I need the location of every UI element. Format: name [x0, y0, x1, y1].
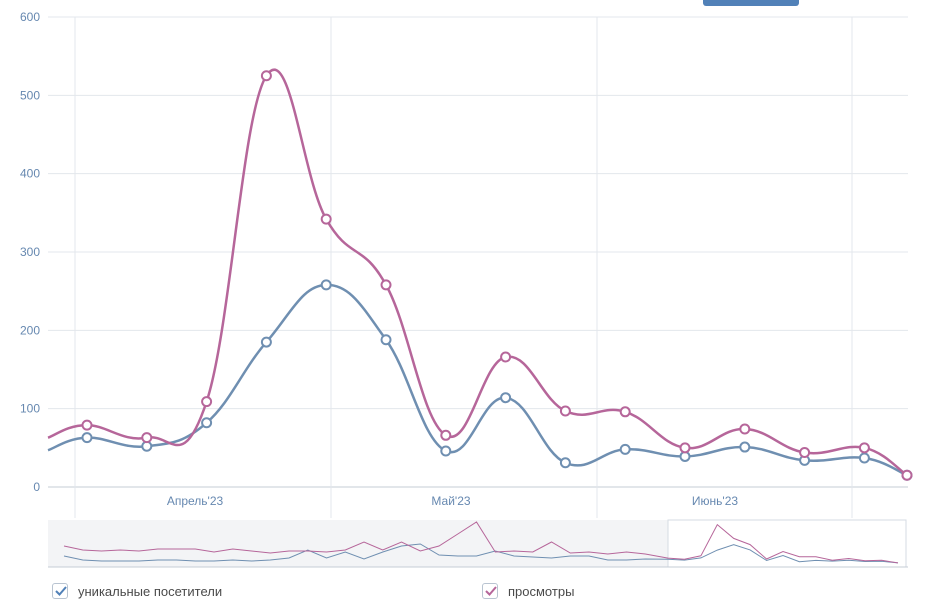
data-point[interactable]	[799, 447, 811, 459]
legend-item-unique-visitors[interactable]: уникальные посетители	[52, 580, 222, 602]
data-point[interactable]	[260, 70, 272, 82]
navigator[interactable]	[48, 519, 908, 568]
y-tick-label: 300	[20, 245, 40, 259]
series-views	[47, 68, 913, 481]
data-point[interactable]	[201, 396, 213, 408]
y-axis: 0 100 200 300 400 500 600	[20, 10, 40, 494]
data-point[interactable]	[260, 336, 272, 348]
series-unique-visitors	[47, 279, 913, 481]
data-point[interactable]	[619, 443, 631, 455]
data-point[interactable]	[858, 442, 870, 454]
navigator-series-line	[63, 521, 899, 564]
series-layer	[47, 68, 913, 481]
data-point[interactable]	[619, 406, 631, 418]
x-tick-label: Июнь'23	[692, 494, 738, 508]
data-point[interactable]	[739, 441, 751, 453]
series-line	[47, 68, 908, 477]
data-point[interactable]	[320, 279, 332, 291]
data-point[interactable]	[380, 334, 392, 346]
series-line	[47, 283, 908, 477]
data-point[interactable]	[141, 432, 153, 444]
checkbox-views[interactable]	[482, 583, 498, 599]
x-tick-label: Апрель'23	[167, 494, 224, 508]
data-point[interactable]	[559, 457, 571, 469]
data-point[interactable]	[500, 351, 512, 363]
data-point[interactable]	[739, 423, 751, 435]
grid	[48, 16, 908, 518]
legend-label-unique-visitors: уникальные посетители	[78, 583, 223, 599]
data-point[interactable]	[440, 445, 452, 457]
top-action-button[interactable]	[703, 0, 799, 6]
navigator-series-line	[63, 543, 899, 564]
data-point[interactable]	[81, 432, 93, 444]
data-point[interactable]	[81, 419, 93, 431]
y-tick-label: 100	[20, 402, 40, 416]
data-point[interactable]	[440, 429, 452, 441]
data-point[interactable]	[901, 469, 913, 481]
legend-label-views: просмотры	[508, 583, 575, 599]
data-point[interactable]	[858, 452, 870, 464]
y-tick-label: 600	[20, 10, 40, 24]
data-point[interactable]	[500, 392, 512, 404]
y-tick-label: 500	[20, 88, 40, 102]
data-point[interactable]	[320, 213, 332, 225]
data-point[interactable]	[679, 442, 691, 454]
data-point[interactable]	[201, 417, 213, 429]
data-point[interactable]	[380, 279, 392, 291]
navigator-shaded-area	[48, 520, 668, 567]
y-tick-label: 0	[33, 480, 40, 494]
navigator-window[interactable]	[667, 519, 907, 568]
checkbox-unique-visitors[interactable]	[52, 583, 68, 599]
data-point[interactable]	[559, 405, 571, 417]
y-tick-label: 400	[20, 167, 40, 181]
x-axis: Апрель'23 Май'23 Июнь'23	[167, 494, 739, 508]
y-tick-label: 200	[20, 323, 40, 337]
legend-item-views[interactable]: просмотры	[482, 580, 574, 602]
x-tick-label: Май'23	[431, 494, 470, 508]
